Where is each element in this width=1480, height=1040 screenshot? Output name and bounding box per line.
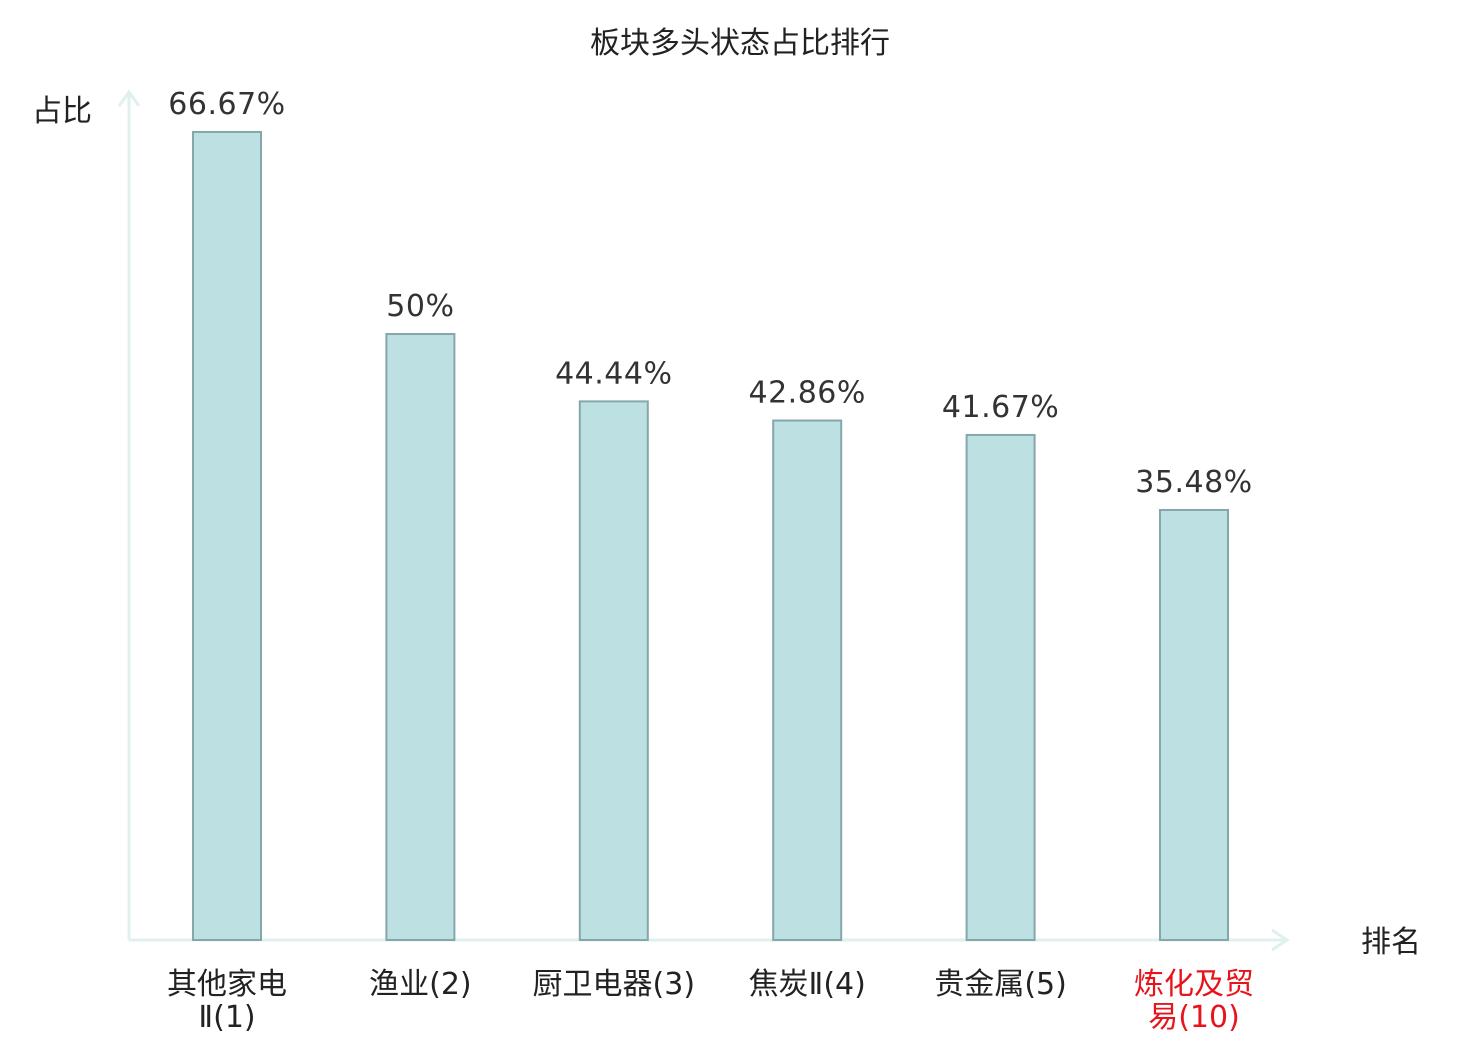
bar-2 xyxy=(385,333,456,941)
value-label-6: 35.48% xyxy=(1135,465,1252,500)
category-label-5: 贵金属(5) xyxy=(934,967,1067,1002)
category-label-2: 渔业(2) xyxy=(369,967,472,1002)
bar-3 xyxy=(578,400,649,941)
value-label-5: 41.67% xyxy=(942,390,1059,425)
bar-6 xyxy=(1159,508,1229,941)
value-label-2: 50% xyxy=(386,289,454,324)
value-label-1: 66.67% xyxy=(168,87,285,122)
y-axis-label: 占比 xyxy=(32,94,92,129)
bars-group xyxy=(192,130,1229,941)
bar-4 xyxy=(772,419,843,941)
value-labels-group: 66.67% 50% 44.44% 42.86% 41.67% 35.48% xyxy=(168,87,1252,500)
category-label-1-line2: Ⅱ(1) xyxy=(198,1000,255,1035)
y-axis xyxy=(117,89,141,940)
bar-1 xyxy=(192,130,262,941)
category-label-6-line2: 易(10) xyxy=(1148,1000,1240,1035)
category-label-3: 厨卫电器(3) xyxy=(533,967,696,1002)
x-axis-label: 排名 xyxy=(1361,925,1421,960)
x-axis-arrow xyxy=(1271,928,1290,952)
x-axis xyxy=(129,928,1290,952)
category-label-6: 炼化及贸 xyxy=(1134,967,1254,1002)
value-label-3: 44.44% xyxy=(555,356,672,391)
category-label-1: 其他家电 xyxy=(167,967,287,1002)
chart-title: 板块多头状态占比排行 xyxy=(590,26,890,61)
y-axis-arrow xyxy=(117,89,141,107)
bar-5 xyxy=(965,433,1036,941)
category-label-4: 焦炭Ⅱ(4) xyxy=(749,967,866,1002)
value-label-4: 42.86% xyxy=(749,376,866,411)
